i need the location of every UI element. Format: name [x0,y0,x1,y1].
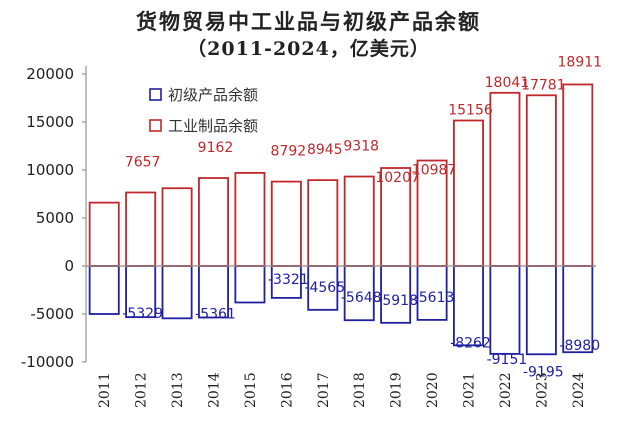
primary-product-bar [525,265,557,356]
y-tick-label: 20000 [26,65,74,83]
x-tick-label: 2023 [534,372,550,408]
y-tick-label: 10000 [26,161,74,179]
x-tick-label: 2019 [389,372,405,408]
primary-product-bar [234,265,266,304]
industrial-product-data-label: 8792 [271,144,307,160]
x-tick-label: 2016 [279,372,295,408]
industrial-product-data-label: 10987 [412,163,457,179]
y-tick-label: -10000 [21,353,74,371]
primary-product-bar [88,265,120,315]
industrial-product-data-label: 9318 [343,139,379,155]
industrial-product-data-label: 15156 [448,103,493,119]
primary-product-data-label: -8980 [559,338,600,354]
primary-product-data-label: -5361 [195,306,236,322]
industrial-product-data-label: 7657 [125,154,161,170]
industrial-product-bar [343,175,375,267]
primary-product-data-label: -9151 [487,352,528,368]
primary-product-data-label: -5613 [414,290,455,306]
x-tick-label: 2024 [571,372,587,408]
x-tick-label: 2022 [498,372,514,408]
x-tick-label: 2014 [207,372,223,408]
industrial-product-data-label: 8945 [307,142,343,158]
industrial-product-bar [307,179,339,267]
industrial-product-data-label: 17781 [521,77,566,93]
x-tick-label: 2020 [425,372,441,408]
primary-product-data-label: -4565 [304,280,345,296]
x-tick-label: 2018 [352,372,368,408]
industrial-product-data-label: 18041 [485,75,530,91]
legend-label-primary: 初级产品余额 [168,86,258,104]
legend-swatch-primary [149,88,162,101]
industrial-product-bar [161,187,193,267]
y-tick-label: 15000 [26,113,74,131]
legend-swatch-industrial [149,119,162,132]
primary-product-data-label: -5918 [377,293,418,309]
industrial-product-bar [270,180,302,267]
x-tick-label: 2011 [97,372,113,408]
primary-product-data-label: -3321 [268,272,309,288]
industrial-product-bar [88,201,120,267]
industrial-product-bar [489,91,521,267]
primary-product-bar [489,265,521,355]
x-tick-label: 2015 [243,372,259,408]
x-tick-label: 2021 [462,372,478,408]
primary-product-data-label: -5329 [122,306,163,322]
x-tick-label: 2017 [316,372,332,408]
primary-product-data-label: -9195 [523,364,564,380]
industrial-product-data-label: 9162 [198,140,234,156]
industrial-product-bar [562,83,594,267]
primary-product-bar [161,265,193,320]
primary-product-data-label: -8262 [450,335,491,351]
y-tick-label: -5000 [30,305,74,323]
industrial-product-bar [125,191,157,267]
industrial-product-bar [453,119,484,267]
legend-label-industrial: 工业制品余额 [168,117,258,135]
industrial-product-data-label: 18911 [558,54,603,70]
chart-subtitle: （2011-2024，亿美元） [187,38,430,60]
x-tick-label: 2013 [170,372,186,408]
chart-title: 货物贸易中工业品与初级产品余额 [136,9,481,34]
primary-product-data-label: -5648 [341,290,382,306]
industrial-product-bar [525,94,557,267]
y-tick-label: 5000 [36,209,74,227]
industrial-product-data-label: 10207 [375,170,420,186]
industrial-product-bar [234,171,266,267]
x-tick-label: 2012 [134,372,150,408]
primary-product-bar [453,265,484,347]
y-tick-label: 0 [64,257,74,275]
industrial-product-bar [198,177,229,267]
